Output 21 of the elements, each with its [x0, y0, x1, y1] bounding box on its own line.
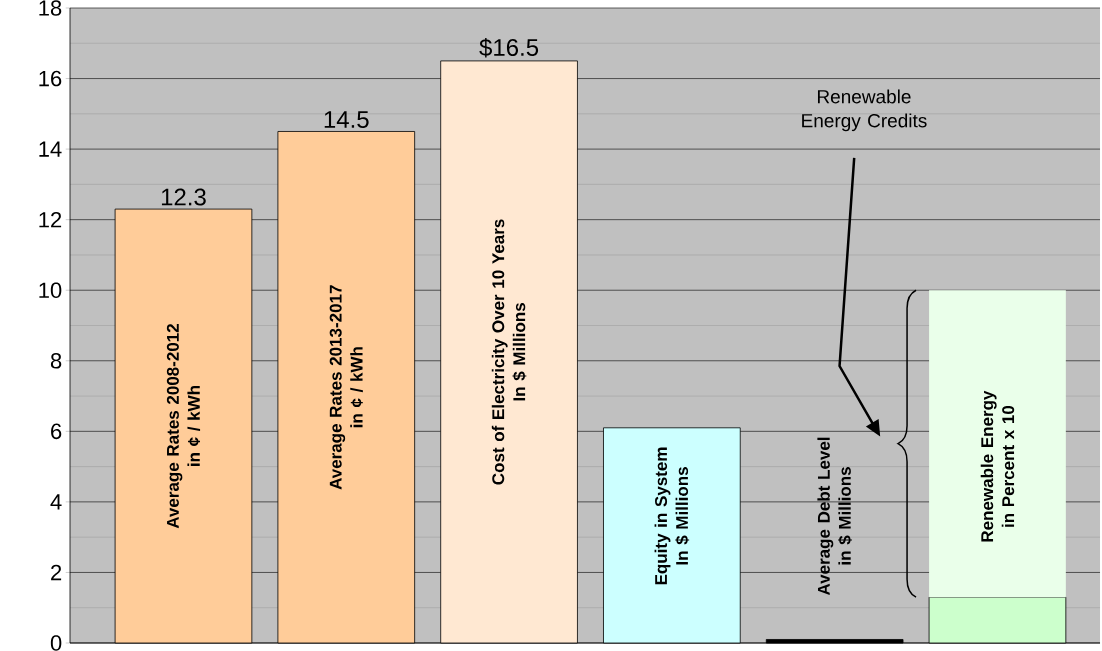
bar — [929, 290, 1066, 598]
x-tick-label: Average Debt Level in $ Millions — [817, 437, 852, 596]
y-tick-label: 8 — [50, 352, 62, 369]
y-tick-label: 4 — [50, 494, 62, 510]
y-tick-label: 14 — [39, 141, 62, 157]
y-tick-label: 10 — [39, 282, 62, 299]
x-tick-label: Renewable Energy in Percent x 10 — [980, 390, 1015, 542]
y-tick-label: 16 — [39, 70, 62, 87]
y-tick-label: 2 — [51, 564, 62, 581]
x-tick-label: Average Rates 2008-2012 in ¢ / kWh — [166, 324, 201, 529]
y-tick-label: 0 — [50, 635, 62, 651]
y-tick-label: 18 — [39, 0, 62, 16]
data-label: 12.3 — [161, 188, 206, 206]
annotation: Renewable Energy Credits — [802, 89, 927, 132]
data-label: $16.5 — [479, 37, 539, 58]
y-tick-label: 12 — [39, 211, 62, 228]
data-label: 14.5 — [324, 111, 369, 128]
y-tick-label: 6 — [51, 423, 62, 440]
x-tick-label: Cost of Electricity Over 10 Years In $ Millions — [491, 219, 527, 485]
x-tick-label: Equity in System In $ Millions — [654, 447, 690, 585]
x-tick-label: Average Rates 2013-2017 in ¢ / kWh — [329, 285, 363, 490]
